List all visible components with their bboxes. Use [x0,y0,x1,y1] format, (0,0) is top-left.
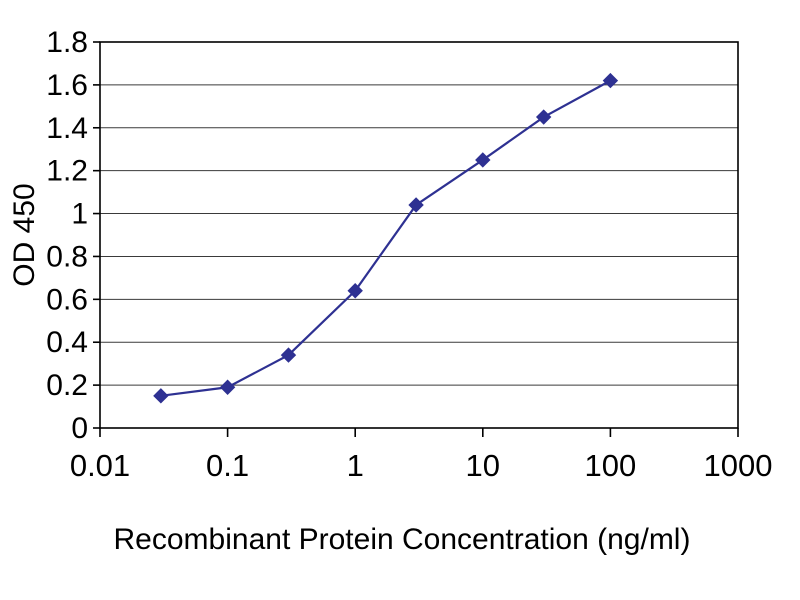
x-tick-label: 100 [585,448,637,483]
data-point-marker [408,197,424,213]
x-tick-label: 10 [466,448,500,483]
plot-border [99,41,739,429]
data-point-marker [280,347,297,363]
data-point-marker [475,152,491,168]
y-axis-title: OD 450 [8,183,41,286]
y-tick-label: 1.4 [46,112,88,145]
series-line [160,79,611,397]
x-tick-label: 0.01 [70,448,130,483]
x-tick-label: 1000 [704,448,773,483]
data-point-marker [219,379,236,395]
data-point-marker [347,283,363,299]
y-tick-label: 0 [71,412,88,445]
x-axis-title: Recombinant Protein Concentration (ng/ml… [114,523,691,556]
y-tick-label: 0.6 [46,283,88,316]
y-tick-label: 1.8 [46,26,88,59]
y-tick-label: 0.4 [46,326,88,359]
data-point-marker [602,72,619,89]
x-tick-label: 0.1 [206,448,249,483]
y-tick-label: 1.6 [46,69,88,102]
y-tick-label: 0.2 [46,369,88,402]
y-tick-label: 1.2 [46,155,88,188]
y-tick-label: 1 [71,198,88,231]
data-point-marker [535,109,552,125]
x-tick-label: 1 [347,448,364,483]
y-tick-label: 0.8 [46,240,88,273]
data-point-marker [153,388,169,404]
